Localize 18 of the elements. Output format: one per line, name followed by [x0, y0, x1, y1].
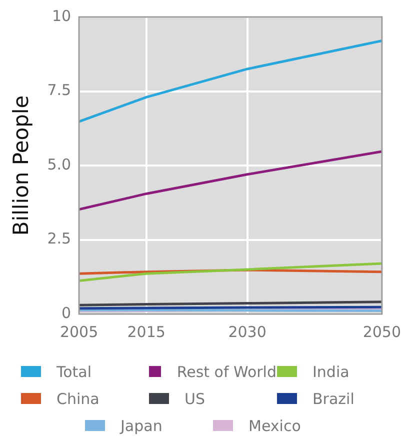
y-tick-label: 2.5 [47, 230, 72, 248]
legend-label: India [312, 362, 350, 380]
y-tick-label: 5.0 [47, 155, 72, 174]
legend-label: China [56, 390, 100, 408]
legend-label: Rest of World [176, 362, 276, 380]
x-tick-label: 2015 [127, 322, 166, 341]
legend-label: Total [56, 362, 92, 380]
legend-label: US [184, 390, 206, 408]
y-tick-label: 10 [52, 6, 72, 25]
y-tick-label: 7.5 [47, 81, 72, 100]
x-tick-label: 2050 [362, 322, 402, 341]
x-tick-label: 2030 [228, 322, 266, 341]
legend-label: Mexico [248, 416, 301, 434]
y-axis-title: Billion People [9, 95, 34, 236]
x-tick-label: 2005 [60, 322, 98, 341]
y-tick-label: 0 [62, 304, 72, 322]
legend-label: Japan [120, 416, 162, 434]
legend-label: Brazil [312, 390, 354, 408]
